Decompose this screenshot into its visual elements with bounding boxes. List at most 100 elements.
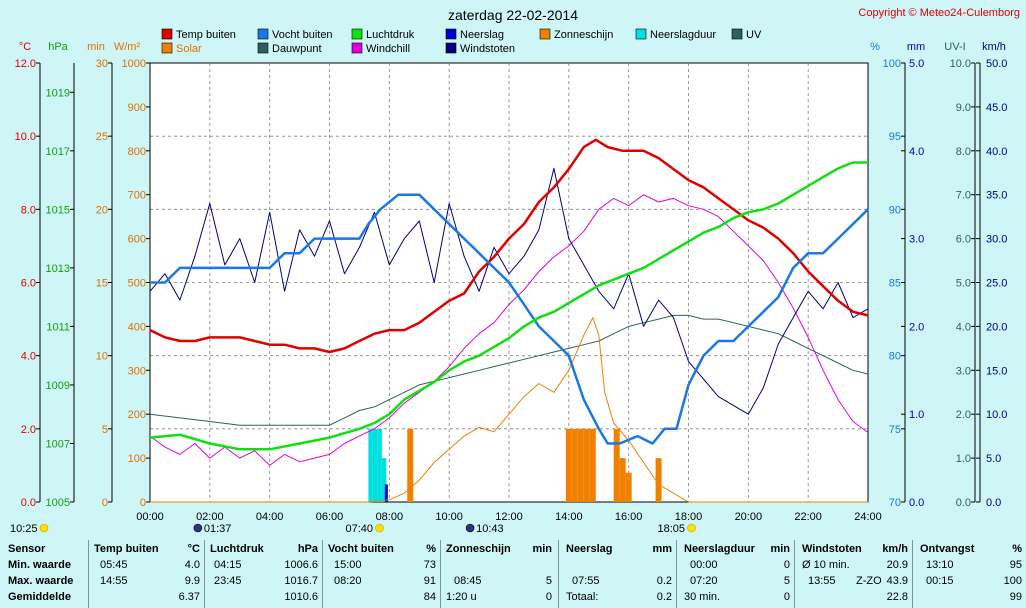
axis-tick-label-minutes: 20 <box>96 204 108 216</box>
bar-zonneschijn <box>577 428 584 502</box>
x-tick-label: 10:00 <box>435 511 463 523</box>
wind-max-value: 43.9 <box>886 575 908 587</box>
legend-label: Dauwpunt <box>272 43 322 55</box>
legend-label: Windchill <box>366 43 410 55</box>
axis-tick-label-wind: 40.0 <box>986 146 1007 158</box>
pressure-avg-value: 1010.6 <box>284 591 318 603</box>
axis-tick-label-uv: 1.0 <box>956 453 971 465</box>
legend-swatch <box>635 28 647 40</box>
summary-col-rain: Neerslag mm 07:55 0.2 Totaal: 0.2 <box>558 540 676 608</box>
rain-header: Neerslag <box>566 543 613 555</box>
wind-avg-value: 22.8 <box>886 591 908 603</box>
weather-chart: 00:00 02:00 04:00 06:00 08:00 10:00 12:00 14:00… <box>10 7 1020 535</box>
axis-tick-label-solar: 800 <box>128 146 146 158</box>
rain-total-label: Totaal: <box>566 591 599 603</box>
axis-tick-label-wind: 15.0 <box>986 365 1007 377</box>
rain-unit: mm <box>652 543 672 555</box>
axis-tick-label-pressure: 1017 <box>46 146 70 158</box>
x-tick-label: 06:00 <box>316 511 344 523</box>
bar-zonneschijn <box>655 458 662 502</box>
moon-icon <box>465 523 475 533</box>
series-windchill <box>149 194 869 466</box>
summary-divider <box>794 540 795 608</box>
bar-zonneschijn <box>619 458 626 502</box>
sun-icon <box>375 523 384 533</box>
axis-tick-label-pressure: 1011 <box>46 321 70 333</box>
summary-divider <box>88 540 89 608</box>
axis-unit-minutes: min <box>87 41 105 53</box>
x-tick-label: 20:00 <box>735 511 763 523</box>
axis-tick-label-temp: 10.0 <box>15 131 36 143</box>
axis-tick-label-temp: 6.0 <box>21 278 36 290</box>
wind-avg10-value: 20.9 <box>886 559 908 571</box>
reception-min-value: 95 <box>1009 559 1022 571</box>
axis-tick-label-solar: 100 <box>128 453 146 465</box>
axis-tick-label-solar: 200 <box>128 409 146 421</box>
temp-unit: °C <box>187 543 200 555</box>
axis-unit-uv: UV-I <box>944 41 965 53</box>
axis-tick-label-humidity: 95 <box>889 131 901 143</box>
bar-neerslagduur <box>377 428 382 502</box>
humidity-unit: % <box>426 543 436 555</box>
chart-title: zaterdag 22-02-2014 <box>448 7 578 23</box>
wind-max-time: 13:55 <box>808 575 836 587</box>
x-tick-label: 08:00 <box>376 511 404 523</box>
axis-tick-label-pressure: 1009 <box>46 380 70 392</box>
axis-tick-label-rain: 3.0 <box>909 234 924 246</box>
axis-tick-label-uv: 4.0 <box>956 321 971 333</box>
axis-tick-label-uv: 8.0 <box>956 146 971 158</box>
axis-tick-label-wind: 50.0 <box>986 58 1007 70</box>
sun-icon <box>687 523 696 533</box>
x-tick-label: 12:00 <box>495 511 523 523</box>
legend-label: Vocht buiten <box>272 29 333 41</box>
marker-time-label: 10:25 <box>10 523 38 535</box>
axis-tick-label-rain: 5.0 <box>909 58 924 70</box>
axis-unit-wind: km/h <box>982 41 1006 53</box>
reception-min-time: 13:10 <box>926 559 954 571</box>
legend-swatch <box>539 28 551 40</box>
legend-label: Neerslagduur <box>650 29 716 41</box>
summary-divider <box>440 540 441 608</box>
pressure-unit: hPa <box>297 543 318 555</box>
axis-tick-label-pressure: 1019 <box>46 87 70 99</box>
humidity-min-value: 73 <box>423 559 436 571</box>
axis-tick-label-minutes: 0 <box>102 497 108 509</box>
rainduration-avg-value: 0 <box>783 591 790 603</box>
axis-tick-label-wind: 5.0 <box>986 453 1001 465</box>
rain-total-value: 0.2 <box>656 591 672 603</box>
axis-tick-label-humidity: 90 <box>889 204 901 216</box>
summary-divider <box>912 540 913 608</box>
bar-neerslagduur <box>368 428 373 502</box>
axis-tick-label-wind: 30.0 <box>986 234 1007 246</box>
wind-avg10-label: Ø 10 min. <box>802 559 850 571</box>
bar-zonneschijn <box>565 428 572 502</box>
legend-label: Solar <box>176 43 202 55</box>
legend-swatch <box>161 42 173 54</box>
axis-tick-label-solar: 0 <box>140 497 146 509</box>
axis-unit-solar: W/m² <box>114 41 141 53</box>
summary-divider <box>322 540 323 608</box>
legend-swatch <box>257 28 269 40</box>
summary-label-avg: Gemiddelde <box>8 591 71 603</box>
sunshine-header: Zonneschijn <box>446 543 511 555</box>
series-windstoten <box>149 167 869 415</box>
rainduration-min-time: 00:00 <box>690 559 718 571</box>
axis-tick-label-minutes: 25 <box>96 131 108 143</box>
x-tick-label: 18:00 <box>675 511 703 523</box>
rainduration-header: Neerslagduur <box>684 543 755 555</box>
bar-zonneschijn <box>571 428 578 502</box>
axis-tick-label-rain: 0.0 <box>909 497 924 509</box>
sun-icon <box>39 523 49 533</box>
axis-tick-label-minutes: 5 <box>102 424 108 436</box>
sunshine-max-value: 5 <box>545 575 552 587</box>
axis-tick-label-rain: 4.0 <box>909 146 924 158</box>
reception-unit: % <box>1012 543 1022 555</box>
axis-tick-label-humidity: 70 <box>889 497 901 509</box>
axis-tick-label-wind: 25.0 <box>986 278 1007 290</box>
axis-tick-label-uv: 9.0 <box>956 102 971 114</box>
bar-zonneschijn <box>589 428 596 502</box>
axis-tick-label-uv: 3.0 <box>956 365 971 377</box>
axis-tick-label-humidity: 100 <box>883 58 901 70</box>
summary-col-pressure: Luchtdruk hPa 04:15 1006.6 23:45 1016.7 … <box>204 540 322 608</box>
legend-swatch <box>161 28 173 40</box>
